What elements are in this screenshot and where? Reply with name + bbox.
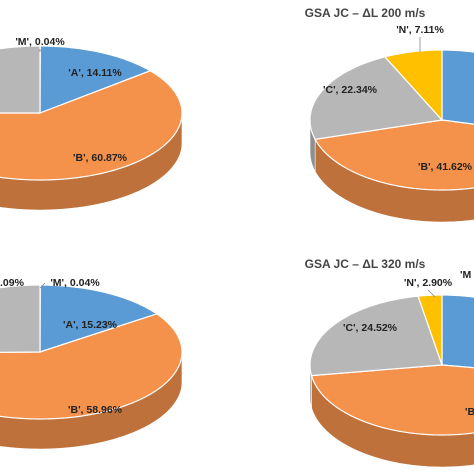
leader-line	[427, 289, 436, 298]
data-label: 'M', 0.04%	[15, 36, 65, 48]
data-label: 'B', 60.87%	[73, 152, 128, 164]
data-label: 'A', 14.11%	[68, 67, 122, 79]
leader-line	[39, 282, 46, 289]
data-label: 'A', 15.23%	[63, 319, 118, 331]
pie-slice	[0, 284, 41, 353]
data-label: 'B', 58.96%	[68, 404, 123, 416]
data-label: 'B', 41.62%	[418, 161, 473, 173]
data-label: 'C', 24.52%	[343, 322, 398, 334]
pie-slice	[0, 313, 183, 420]
pie-slice	[310, 364, 474, 436]
pie-slice	[383, 49, 443, 122]
data-label: 'N', 7.11%	[396, 24, 444, 36]
pie-slice	[309, 56, 444, 140]
pie-slice	[441, 49, 474, 125]
pie-slice	[309, 295, 443, 377]
pie-slice	[417, 294, 443, 366]
data-label: 'M', 0.04%	[50, 277, 100, 289]
pie-slice	[39, 45, 152, 114]
chart-title: GSA JC – ΔL 320 m/s	[305, 257, 426, 271]
data-label: 'C', 22.34%	[323, 84, 378, 96]
pie-slice	[0, 45, 41, 114]
pie-slice	[39, 284, 159, 353]
data-label: .09%	[0, 277, 25, 289]
pie-slice	[314, 119, 474, 191]
pie-slice	[0, 70, 183, 181]
data-label: 'M	[460, 269, 471, 281]
pie-slice	[441, 294, 474, 369]
data-label: 'N', 2.90%	[404, 277, 453, 289]
chart-title: GSA JC – ΔL 200 m/s	[305, 6, 426, 20]
data-label: 'B'	[465, 406, 474, 418]
